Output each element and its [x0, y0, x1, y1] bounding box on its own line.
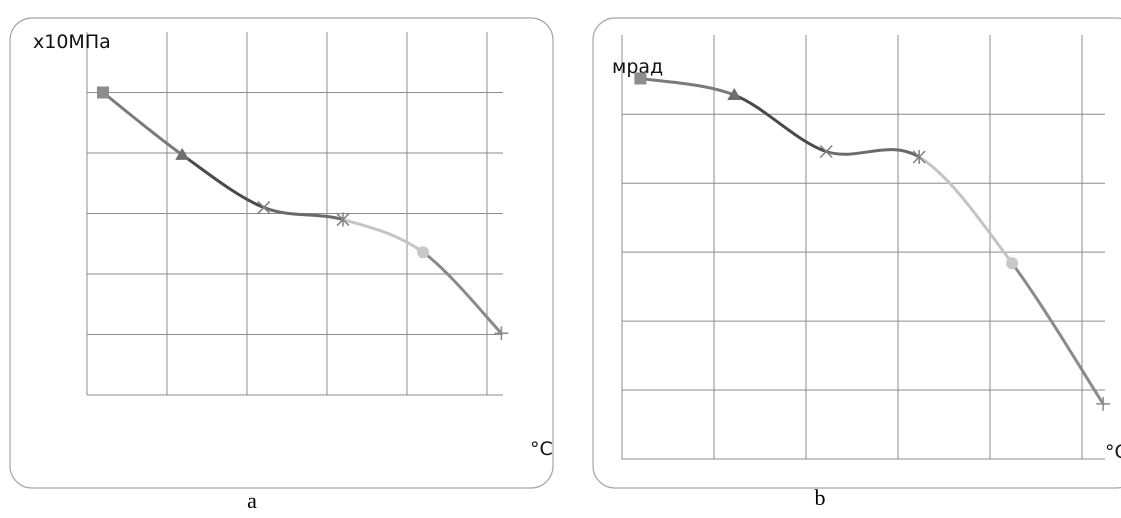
line-segment — [421, 250, 503, 335]
marker — [634, 72, 647, 85]
y-axis-label: мрад — [612, 56, 663, 78]
marker — [819, 144, 833, 159]
line-segment — [341, 218, 425, 254]
marker — [175, 147, 190, 160]
marker — [417, 246, 429, 259]
marker — [97, 86, 109, 99]
caption: b — [815, 485, 826, 510]
x-axis-label: °C — [1105, 441, 1121, 463]
chart-frame — [9, 17, 554, 489]
marker — [257, 200, 271, 214]
marker — [727, 87, 742, 100]
marker — [336, 212, 350, 227]
line-segment — [262, 205, 345, 222]
marker — [1096, 396, 1111, 411]
y-axis-label: x10МПа — [33, 31, 111, 53]
line-segment — [917, 155, 1014, 265]
chart-frame — [592, 17, 1121, 489]
line-segment — [824, 148, 921, 159]
marker — [912, 150, 926, 165]
line-segment — [180, 153, 266, 209]
line-segment — [732, 93, 828, 154]
marker — [1006, 257, 1019, 270]
caption: a — [247, 488, 257, 513]
line-segment — [1010, 261, 1105, 406]
marker — [494, 326, 509, 341]
x-axis-label: °C — [530, 438, 553, 460]
